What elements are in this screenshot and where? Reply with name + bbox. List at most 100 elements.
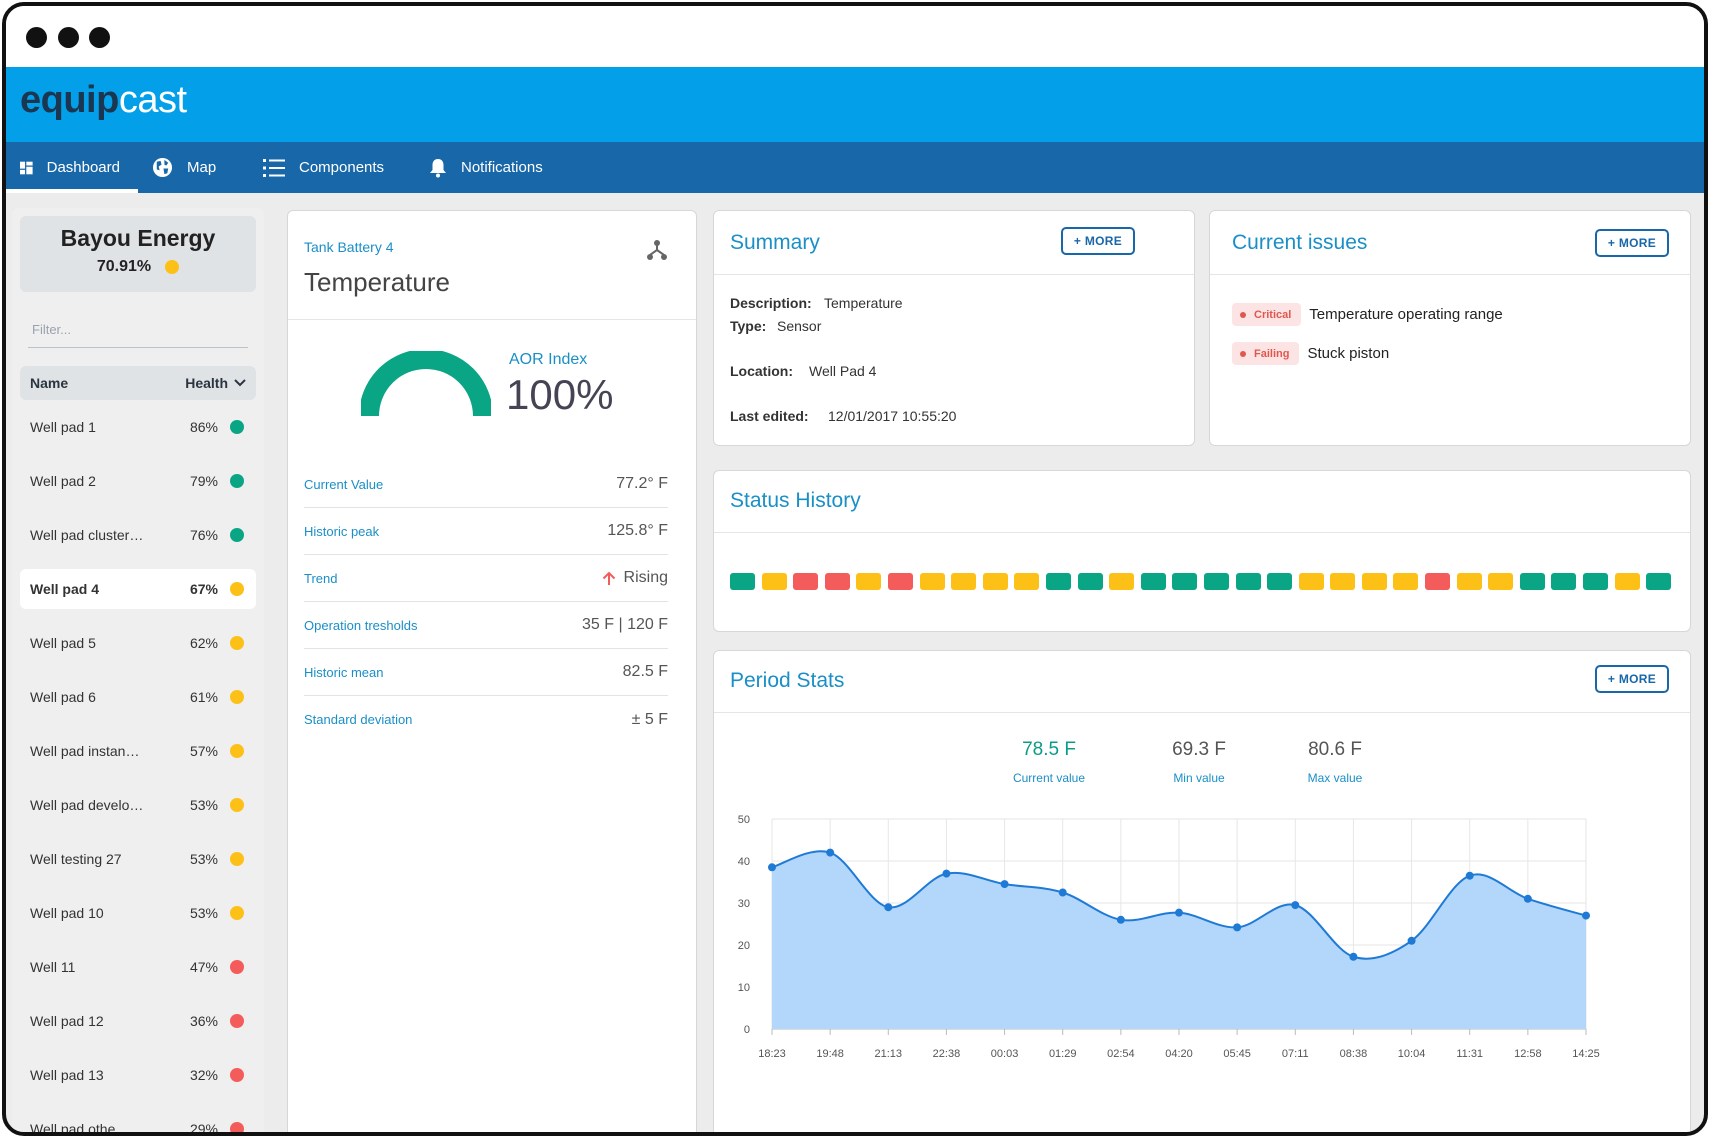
- status-block[interactable]: [1330, 573, 1356, 590]
- status-block[interactable]: [1203, 573, 1229, 590]
- period-more-button[interactable]: + MORE: [1595, 665, 1669, 693]
- status-block[interactable]: [1425, 573, 1451, 590]
- well-list-item[interactable]: Well testing 27 53%: [20, 832, 256, 886]
- well-list-item[interactable]: Well pad 4 67%: [20, 569, 256, 609]
- well-list-item[interactable]: Well pad 10 53%: [20, 886, 256, 940]
- well-health-percent: 76%: [189, 527, 218, 543]
- health-status-dot: [230, 744, 244, 758]
- status-block[interactable]: [856, 573, 882, 590]
- issue-item[interactable]: Critical Temperature operating range: [1232, 303, 1503, 326]
- well-list-item[interactable]: Well pad instan… 57%: [20, 724, 256, 778]
- x-tick-label: 00:03: [991, 1048, 1019, 1060]
- company-status-dot: [165, 260, 180, 274]
- status-block[interactable]: [1172, 573, 1198, 590]
- summary-more-button[interactable]: + MORE: [1061, 227, 1135, 255]
- x-tick-label: 22:38: [933, 1048, 961, 1060]
- well-name: Well pad 5: [30, 635, 96, 651]
- status-block[interactable]: [793, 573, 819, 590]
- max-value-label: Max value: [1307, 771, 1363, 785]
- data-point: [942, 869, 951, 878]
- well-list-item[interactable]: Well pad 5 62%: [20, 616, 256, 670]
- window-minimize-dot[interactable]: [58, 27, 79, 48]
- status-block[interactable]: [730, 573, 755, 590]
- well-health-percent: 29%: [189, 1121, 218, 1136]
- app-logo[interactable]: equipcast: [20, 79, 187, 121]
- detail-divider: [288, 319, 696, 320]
- hierarchy-icon[interactable]: [646, 239, 668, 261]
- well-list: Well pad 1 86% Well pad 2 79% Well pad clust…: [12, 400, 264, 1136]
- detail-stat-key: Operation tresholds: [304, 617, 418, 633]
- data-point: [768, 863, 776, 872]
- column-name-header[interactable]: Name: [30, 375, 69, 391]
- issues-more-button[interactable]: + MORE: [1595, 229, 1669, 257]
- well-health-percent: 79%: [189, 473, 218, 489]
- well-health-percent: 53%: [189, 797, 218, 813]
- status-block[interactable]: [1235, 573, 1261, 590]
- company-card[interactable]: Bayou Energy 70.91%: [20, 216, 256, 292]
- period-stats-card: Period Stats + MORE 78.5 F Current value…: [713, 650, 1691, 1132]
- well-list-item[interactable]: Well pad 12 36%: [20, 994, 256, 1048]
- status-block[interactable]: [1109, 573, 1135, 590]
- status-block[interactable]: [1583, 573, 1609, 590]
- summary-last-edited: Last edited: 12/01/2017 10:55:20: [730, 408, 957, 424]
- status-block[interactable]: [1488, 573, 1514, 590]
- well-name: Well pad cluster…: [30, 527, 144, 543]
- status-block[interactable]: [1014, 573, 1040, 590]
- well-name: Well pad 10: [30, 905, 104, 921]
- company-name: Bayou Energy: [60, 225, 216, 251]
- nav-notifications[interactable]: Notifications: [411, 142, 591, 193]
- status-block[interactable]: [919, 573, 945, 590]
- detail-stat-value: 125.8° F: [607, 522, 668, 539]
- brand-bar: equipcast: [6, 67, 1704, 142]
- status-block[interactable]: [1140, 573, 1166, 590]
- well-list-item[interactable]: Well pad cluster… 76%: [20, 508, 256, 562]
- filter-field: [28, 318, 248, 348]
- y-tick-label: 10: [738, 982, 750, 994]
- min-value: 69.3 F: [1172, 739, 1226, 760]
- status-block[interactable]: [824, 573, 850, 590]
- nav-dashboard[interactable]: Dashboard: [6, 142, 138, 193]
- well-list-item[interactable]: Well pad 13 32%: [20, 1048, 256, 1102]
- data-point: [1233, 923, 1242, 932]
- status-block[interactable]: [1646, 573, 1672, 590]
- well-list-item[interactable]: Well pad 6 61%: [20, 670, 256, 724]
- component-parent[interactable]: Tank Battery 4: [304, 239, 394, 255]
- filter-input[interactable]: [28, 318, 248, 341]
- status-block[interactable]: [1077, 573, 1103, 590]
- issue-item[interactable]: Failing Stuck piston: [1232, 342, 1389, 365]
- detail-stat-row: Historic mean 82.5 F: [304, 649, 668, 696]
- status-block[interactable]: [1519, 573, 1545, 590]
- status-block[interactable]: [1298, 573, 1324, 590]
- status-block[interactable]: [761, 573, 787, 590]
- status-block[interactable]: [1361, 573, 1387, 590]
- status-block[interactable]: [1456, 573, 1482, 590]
- health-status-dot: [230, 690, 244, 704]
- well-name: Well testing 27: [30, 851, 122, 867]
- well-list-item[interactable]: Well pad 1 86%: [20, 400, 256, 454]
- status-block[interactable]: [1045, 573, 1071, 590]
- nav-components[interactable]: Components: [245, 142, 411, 193]
- status-block[interactable]: [982, 573, 1008, 590]
- status-block[interactable]: [1551, 573, 1577, 590]
- status-block[interactable]: [951, 573, 977, 590]
- health-status-dot: [230, 1014, 244, 1028]
- well-health-percent: 86%: [189, 419, 218, 435]
- column-health-header[interactable]: Health: [185, 375, 246, 391]
- status-block[interactable]: [1267, 573, 1293, 590]
- health-status-dot: [230, 1122, 244, 1132]
- period-divider: [714, 712, 1690, 713]
- failing-badge: Failing: [1232, 342, 1300, 365]
- max-value-stat: 80.6 F Max value: [1290, 739, 1380, 785]
- window-maximize-dot[interactable]: [89, 27, 110, 48]
- status-block[interactable]: [887, 573, 913, 590]
- well-list-item[interactable]: Well 11 47%: [20, 940, 256, 994]
- well-list-item[interactable]: Well pad 2 79%: [20, 454, 256, 508]
- nav-components-label: Components: [299, 159, 385, 176]
- window-close-dot[interactable]: [26, 27, 47, 48]
- well-list-item[interactable]: Well pad othe… 29%: [20, 1102, 256, 1136]
- well-list-item[interactable]: Well pad develo… 53%: [20, 778, 256, 832]
- status-block[interactable]: [1393, 573, 1419, 590]
- health-status-dot: [230, 798, 244, 812]
- status-block[interactable]: [1614, 573, 1640, 590]
- nav-map[interactable]: Map: [138, 142, 245, 193]
